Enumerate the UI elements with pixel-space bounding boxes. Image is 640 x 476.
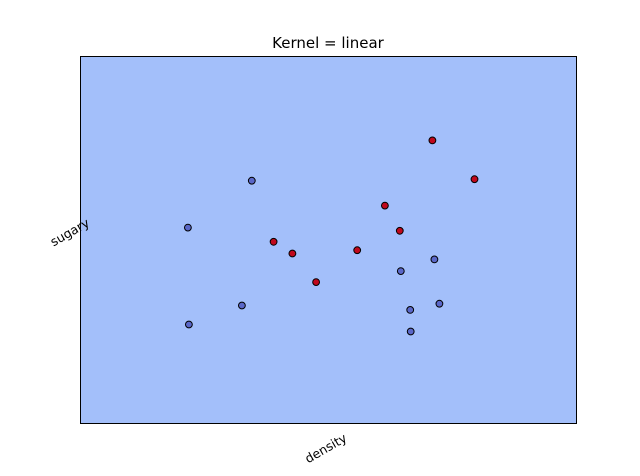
data-points [184, 136, 479, 336]
data-point-class-0-8 [430, 255, 439, 264]
data-point-class-1-1 [470, 175, 479, 184]
data-point-class-1-4 [269, 237, 278, 246]
data-point-class-1-0 [428, 136, 437, 145]
data-point-class-0-4 [406, 327, 415, 336]
chart-title: Kernel = linear [272, 34, 384, 52]
data-point-class-1-6 [353, 246, 362, 255]
data-point-class-0-6 [406, 306, 415, 314]
data-point-class-0-7 [435, 299, 444, 308]
data-point-class-1-2 [381, 201, 389, 210]
data-point-class-1-5 [288, 249, 297, 258]
data-point-class-0-0 [247, 176, 256, 185]
decision-region [80, 56, 577, 424]
data-point-class-0-5 [396, 267, 405, 276]
data-point-class-0-2 [185, 320, 193, 329]
x-axis-label: density [302, 430, 350, 466]
data-point-class-1-3 [395, 226, 404, 235]
data-point-class-0-3 [238, 301, 246, 310]
data-point-class-0-1 [184, 223, 192, 232]
data-point-class-1-7 [312, 278, 321, 287]
